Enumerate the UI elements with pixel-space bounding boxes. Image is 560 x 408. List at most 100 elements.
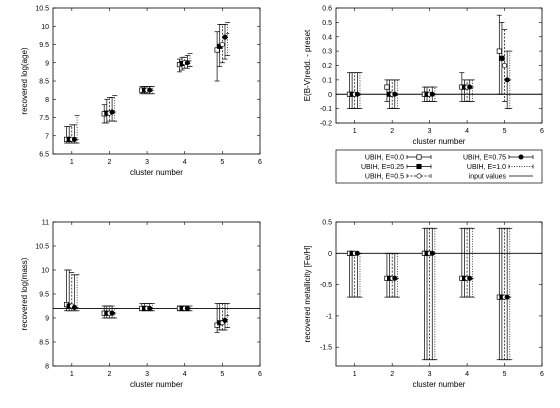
data-point [384, 84, 390, 90]
x-tick-label: 2 [390, 128, 394, 135]
x-tick-label: 5 [503, 128, 507, 135]
series-3 [352, 29, 508, 109]
y-tick-label: 7.5 [39, 115, 49, 122]
legend-marker [416, 173, 422, 179]
series-3 [69, 272, 225, 331]
y-tick-label: 0.1 [322, 77, 332, 84]
chart-panel-3: 1 2 3 4 5 6 8 8.5 9 9.5 10 10.5 11 cluster number reco… [20, 220, 262, 390]
x-tick-label: 6 [540, 371, 544, 378]
x-tick-label: 3 [428, 128, 432, 135]
y-tick-label: 8 [45, 364, 49, 371]
x-axis-label: cluster number [413, 380, 466, 389]
y-tick-label: 10 [41, 268, 49, 275]
legend-label: input values [469, 174, 507, 181]
data-point [219, 41, 225, 48]
series-1 [63, 269, 220, 333]
legend-entry: UBIH, E=0.25 [361, 163, 432, 171]
series-3 [352, 227, 508, 361]
data-point [184, 60, 190, 66]
x-tick-label: 4 [183, 159, 187, 166]
legend-entry: UBIH, E=0.5 [365, 173, 432, 181]
y-tick-label: 0.5 [322, 20, 332, 27]
chart-panel-4: 1 2 3 4 5 6 -1.5 -1 -0.5 0 0.5 cluster number recove… [303, 220, 544, 390]
legend-label: UBIH, E=0.25 [361, 164, 404, 171]
x-tick-label: 2 [108, 371, 112, 378]
plot-frame [52, 221, 261, 367]
legend: UBIH, E=0.0 UBIH, E=0.75 UBIH, E=0.25 UBIH,… [335, 149, 543, 184]
legend-label: UBIH, E=0.75 [463, 155, 506, 162]
data-point [499, 55, 505, 61]
legend-entry: UBIH, E=0.0 [365, 154, 432, 162]
legend-label: UBIH, E=1.0 [467, 164, 506, 171]
series-1 [346, 227, 502, 361]
y-tick-label: 10.5 [35, 244, 49, 251]
y-axis-label: recovered log(age) [20, 47, 29, 114]
y-tick-label: 11 [42, 220, 49, 227]
x-tick-label: 5 [503, 371, 507, 378]
legend-entry: UBIH, E=1.0 [467, 164, 534, 171]
plot-frame [335, 221, 543, 367]
y-tick-label: 0 [328, 251, 332, 258]
y-tick-label: -1 [326, 313, 332, 320]
y-tick-label: 9 [45, 60, 49, 67]
data-point [214, 47, 220, 53]
x-tick-label: 5 [220, 371, 224, 378]
y-tick-label: 10.5 [35, 6, 49, 13]
legend-marker [518, 154, 524, 160]
x-tick-label: 1 [353, 128, 357, 135]
y-tick-label: 9.5 [39, 42, 49, 49]
series-5 [357, 227, 513, 361]
x-tick-label: 6 [258, 371, 262, 378]
x-axis-label: cluster number [413, 137, 466, 146]
x-tick-label: 6 [258, 159, 262, 166]
legend-entry: input values [469, 174, 533, 181]
x-tick-label: 4 [465, 128, 469, 135]
y-tick-label: 8.5 [39, 79, 49, 86]
data-point [222, 34, 228, 40]
y-tick-label: 0.4 [322, 34, 332, 41]
x-tick-label: 1 [353, 371, 357, 378]
series-2 [66, 269, 223, 331]
x-tick-label: 3 [428, 371, 432, 378]
series-2 [349, 22, 505, 109]
x-tick-label: 4 [183, 371, 187, 378]
x-tick-label: 3 [145, 371, 149, 378]
y-tick-label: 9.5 [39, 292, 49, 299]
series-5 [74, 274, 231, 328]
y-tick-label: -0.1 [320, 106, 332, 113]
x-tick-label: 1 [70, 371, 74, 378]
series-4 [71, 274, 228, 331]
series-2 [349, 227, 505, 361]
legend-label: UBIH, E=0.0 [365, 155, 404, 162]
y-tick-label: 7 [45, 133, 49, 140]
y-tick-label: 8 [45, 97, 49, 104]
series-3 [69, 24, 225, 144]
y-tick-label: 6.5 [39, 152, 49, 159]
legend-label: UBIH, E=0.5 [365, 174, 404, 181]
plot-frame [52, 7, 261, 155]
legend-marker [416, 154, 422, 160]
y-tick-label: 0.5 [322, 220, 332, 227]
y-tick-label: 9 [45, 316, 49, 323]
y-tick-label: 0 [328, 92, 332, 99]
chart-panel-2: 1 2 3 4 5 6 -0.2 -0.1 0 0.1 0.2 0.3 0.4 0.5 0.6 cluster… [303, 6, 544, 147]
x-tick-label: 1 [70, 159, 74, 166]
data-point [496, 48, 502, 54]
x-tick-label: 2 [390, 371, 394, 378]
y-axis-label: E(B-V)redd. - preset [303, 29, 312, 101]
series-5 [357, 50, 513, 109]
x-tick-label: 6 [540, 128, 544, 135]
series-4 [71, 24, 228, 144]
y-tick-label: -1.5 [320, 345, 332, 352]
data-point [501, 62, 508, 69]
x-tick-label: 4 [465, 371, 469, 378]
legend-entry: UBIH, E=0.75 [463, 154, 534, 162]
x-tick-label: 3 [145, 159, 149, 166]
series-2 [66, 24, 223, 144]
y-tick-label: -0.5 [320, 282, 332, 289]
x-tick-label: 5 [220, 159, 224, 166]
legend-box [335, 149, 543, 184]
chart-panel-1: 1 2 3 4 5 6 6.5 7 7.5 8 8.5 9 9.5 10 10.5 cluster numbe… [20, 6, 262, 178]
data-point [222, 317, 228, 323]
